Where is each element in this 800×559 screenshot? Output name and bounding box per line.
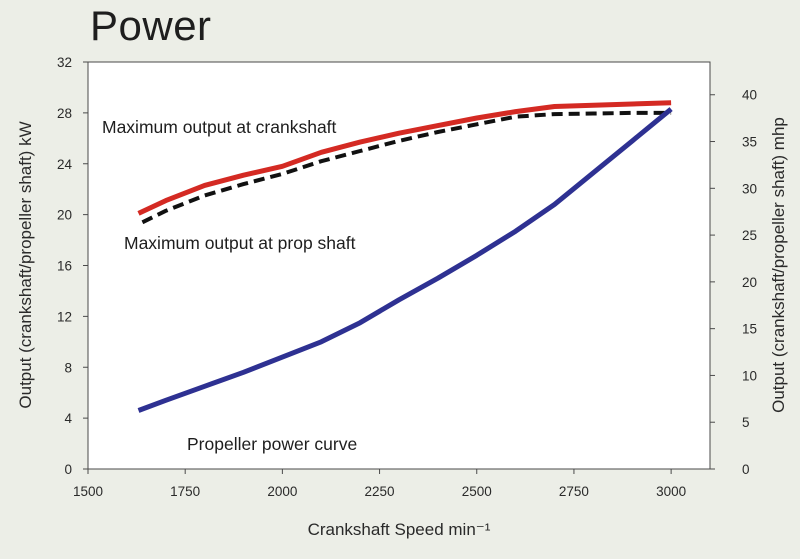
x-tick-label: 1500 (73, 484, 103, 499)
annotation-prop-shaft: Maximum output at prop shaft (124, 233, 356, 253)
y-axis-title: Output (crankshaft/propeller shaft) kW (16, 121, 35, 408)
y-tick-label: 16 (57, 259, 72, 274)
annotation-propeller-curve: Propeller power curve (187, 434, 357, 454)
x-tick-label: 2750 (559, 484, 589, 499)
y-tick-label: 20 (57, 208, 72, 223)
y-tick-label: 32 (57, 55, 72, 70)
y2-tick-label: 35 (742, 135, 757, 150)
y2-tick-label: 25 (742, 228, 757, 243)
y-tick-label: 12 (57, 309, 72, 324)
x-tick-label: 2500 (462, 484, 492, 499)
chart-title: Power (90, 2, 212, 49)
y2-tick-label: 30 (742, 181, 757, 196)
y2-axis-title: Output (crankshaft/propeller shaft) mhp (769, 117, 788, 413)
propeller-power-curve-line (137, 107, 673, 413)
y2-tick-label: 20 (742, 275, 757, 290)
y-tick-label: 28 (57, 106, 72, 121)
tick-layer: 1500 1750 2000 2250 2500 2750 3000 0 4 8 12 16 20 24 2… (57, 55, 757, 499)
annotation-layer: Maximum output at crankshaft Maximum outp… (102, 117, 357, 454)
x-tick-label: 1750 (170, 484, 200, 499)
x-tick-label: 2000 (267, 484, 297, 499)
y2-tick-label: 15 (742, 322, 757, 337)
x-axis-title: Crankshaft Speed min⁻¹ (308, 520, 491, 539)
x-tick-label: 2250 (365, 484, 395, 499)
y2-tick-label: 0 (742, 462, 750, 477)
plot-area (87, 61, 711, 470)
annotation-crankshaft: Maximum output at crankshaft (102, 117, 337, 137)
crankshaft-output-line (137, 100, 672, 216)
y2-tick-label: 40 (742, 88, 757, 103)
y2-tick-label: 5 (742, 415, 750, 430)
y-tick-label: 0 (64, 462, 72, 477)
y-tick-label: 4 (64, 411, 72, 426)
y2-tick-label: 10 (742, 368, 757, 383)
x-tick-label: 3000 (656, 484, 686, 499)
y-tick-label: 8 (64, 360, 72, 375)
y-tick-label: 24 (57, 157, 73, 172)
series-layer (137, 100, 673, 413)
